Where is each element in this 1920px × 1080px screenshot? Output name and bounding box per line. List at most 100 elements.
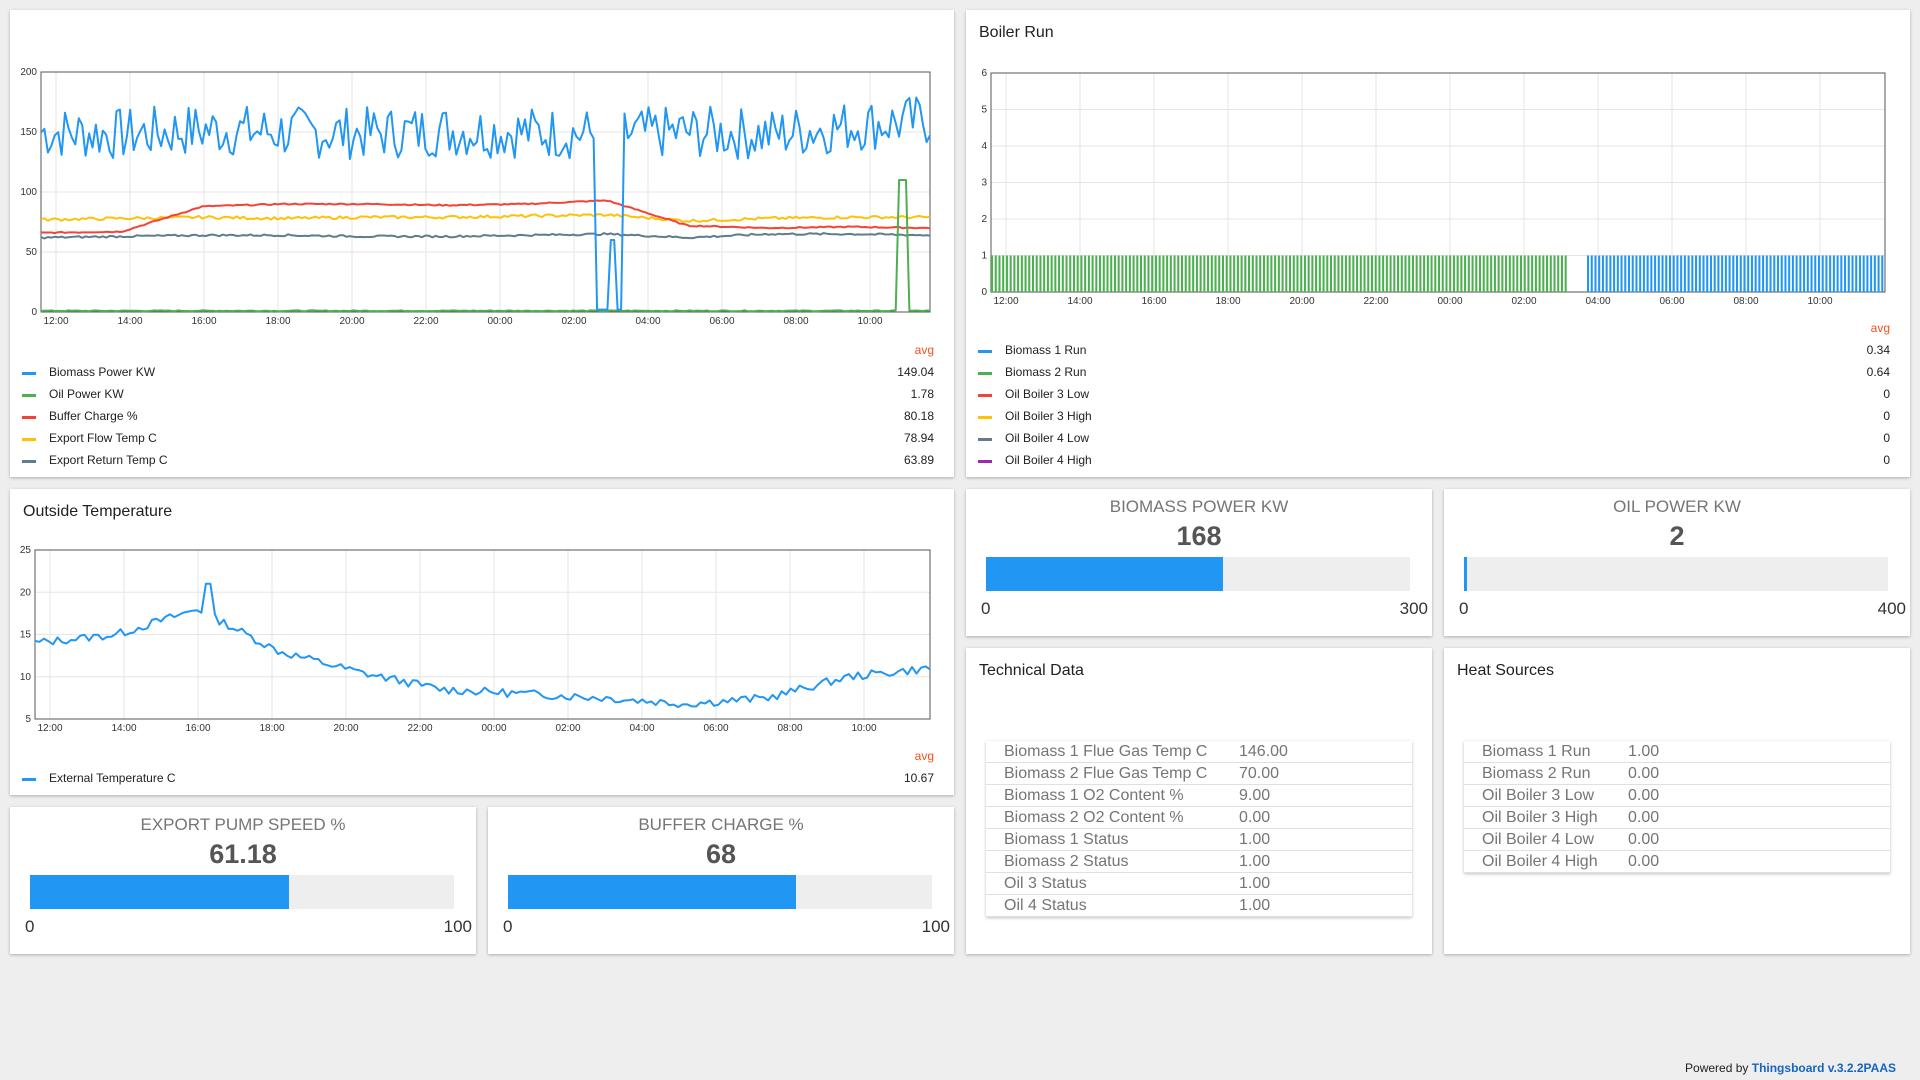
y-tick-label: 5 (981, 105, 987, 116)
biomass-2-run-bar (1099, 255, 1102, 292)
biomass-2-run-bar (1471, 255, 1474, 292)
legend-avg-value: 149.04 (897, 365, 934, 379)
biomass-2-run-bar (1430, 255, 1433, 292)
biomass-1-run-bar (1743, 255, 1746, 292)
legend-item[interactable]: Oil Power KW 1.78 (10, 384, 954, 406)
gauge-fill (1464, 557, 1467, 591)
y-tick-label: 15 (20, 630, 32, 641)
biomass-1-run-bar (1799, 255, 1802, 292)
x-tick-label: 02:00 (555, 723, 580, 734)
row-label: Biomass 1 O2 Content % (986, 784, 1224, 807)
biomass-1-run-bar (1672, 255, 1675, 292)
biomass-2-run-bar (1523, 255, 1526, 292)
legend-label: Oil Boiler 4 Low (1005, 431, 1090, 445)
biomass-2-run-bar (1188, 255, 1191, 292)
biomass-1-run-bar (1736, 255, 1739, 292)
legend-item[interactable]: Export Flow Temp C 78.94 (10, 428, 954, 450)
x-tick-label: 12:00 (37, 723, 62, 734)
biomass-2-run-bar (1117, 255, 1120, 292)
biomass-2-run-bar (1151, 255, 1154, 292)
row-label: Biomass 2 O2 Content % (986, 806, 1224, 829)
table-row: Biomass 1 Flue Gas Temp C 146.00 (986, 741, 1412, 763)
biomass-1-run-bar (1620, 255, 1623, 292)
biomass-2-run-bar (1072, 255, 1075, 292)
biomass-1-run-bar (1721, 255, 1724, 292)
y-tick-label: 0 (981, 287, 987, 298)
biomass-1-run-bar (1609, 255, 1612, 292)
biomass-2-run-bar (1501, 255, 1504, 292)
biomass-2-run-bar (1531, 255, 1534, 292)
legend-item[interactable]: Buffer Charge % 80.18 (10, 406, 954, 428)
legend-item[interactable]: Oil Boiler 4 High 0 (966, 450, 1910, 472)
biomass-2-run-bar (1147, 255, 1150, 292)
biomass-2-run-bar (1363, 255, 1366, 292)
biomass-2-run-bar (1143, 255, 1146, 292)
biomass-1-run-bar (1817, 255, 1820, 292)
biomass-1-run-bar (1836, 255, 1839, 292)
legend-item[interactable]: Biomass 1 Run 0.34 (966, 340, 1910, 362)
biomass-2-run-bar (1400, 255, 1403, 292)
heat-sources-table: Biomass 1 Run 1.00 Biomass 2 Run 0.00 Oil Bo… (1464, 741, 1890, 873)
biomass-2-run-bar (1225, 255, 1228, 292)
legend-item[interactable]: Biomass 2 Run 0.64 (966, 362, 1910, 384)
biomass-2-run-bar (1404, 255, 1407, 292)
footer-brand-link[interactable]: Thingsboard v.3.2.2PAAS (1751, 1061, 1896, 1075)
legend-item[interactable]: Oil Boiler 4 Low 0 (966, 428, 1910, 450)
biomass-2-run-bar (1374, 255, 1377, 292)
legend-item[interactable]: External Temperature C 10.67 (10, 768, 954, 790)
biomass-2-run-bar (1080, 255, 1083, 292)
legend-label: Biomass Power KW (49, 365, 156, 379)
legend-item[interactable]: Export Return Temp C 63.89 (10, 450, 954, 472)
y-tick-label: 4 (981, 141, 987, 152)
legend-item[interactable]: Biomass Power KW 149.04 (10, 362, 954, 384)
biomass-1-run-bar (1844, 255, 1847, 292)
biomass-2-run-bar (1464, 255, 1467, 292)
biomass-2-run-bar (1024, 255, 1027, 292)
biomass-2-run-bar (1564, 255, 1567, 292)
x-tick-label: 22:00 (413, 316, 438, 327)
x-tick-label: 16:00 (1141, 296, 1166, 307)
legend-item[interactable]: Oil Boiler 3 Low 0 (966, 384, 1910, 406)
x-tick-label: 14:00 (111, 723, 136, 734)
biomass-2-run-bar (1508, 255, 1511, 292)
gauge-value: 61.18 (209, 839, 277, 869)
biomass-1-run-bar (1639, 255, 1642, 292)
biomass-2-run-bar (1095, 255, 1098, 292)
power-line-chart: 12:00 14:00 16:00 18:00 20:00 22:00 00:00 02:00… (20, 67, 931, 327)
table-row: Oil Boiler 4 Low 0.00 (1464, 828, 1890, 851)
row-value: 0.00 (1613, 784, 1890, 807)
biomass-2-run-bar (1009, 255, 1012, 292)
biomass-1-run-bar (1635, 255, 1638, 292)
y-tick-label: 5 (25, 714, 31, 725)
row-label: Oil Boiler 4 High (1464, 850, 1613, 873)
x-tick-label: 18:00 (265, 316, 290, 327)
biomass-2-run-bar (1296, 255, 1299, 292)
biomass-2-run-bar (1236, 255, 1239, 292)
chart-grid (35, 549, 930, 720)
biomass-1-run-bar (1739, 255, 1742, 292)
x-tick-label: 00:00 (481, 723, 506, 734)
biomass-2-run-bar (1173, 255, 1176, 292)
table-row: Biomass 1 Run 1.00 (1464, 741, 1890, 763)
legend-item[interactable]: Oil Boiler 3 High 0 (966, 406, 1910, 428)
export-pump-speed-gauge-card: EXPORT PUMP SPEED % 61.18 0 100 (10, 807, 476, 954)
x-tick-label: 12:00 (993, 296, 1018, 307)
biomass-2-run-bar (1058, 255, 1061, 292)
x-tick-label: 00:00 (487, 316, 512, 327)
biomass-2-run-bar (1512, 255, 1515, 292)
biomass-1-run-bar (1750, 255, 1753, 292)
biomass-2-run-bar (1002, 255, 1005, 292)
run-bars (991, 255, 1884, 292)
biomass-2-run-bar (1039, 255, 1042, 292)
biomass-2-run-bar (1091, 255, 1094, 292)
biomass-1-run-bar (1631, 255, 1634, 292)
biomass-2-run-bar (1285, 255, 1288, 292)
biomass-2-run-bar (1076, 255, 1079, 292)
row-value: 1.00 (1224, 872, 1412, 895)
biomass-2-run-bar (1106, 255, 1109, 292)
x-tick-label: 18:00 (1215, 296, 1240, 307)
legend-swatch (22, 416, 36, 419)
gauge-title: EXPORT PUMP SPEED % (140, 815, 346, 834)
biomass-2-run-bar (1203, 255, 1206, 292)
biomass-2-run-bar (1207, 255, 1210, 292)
